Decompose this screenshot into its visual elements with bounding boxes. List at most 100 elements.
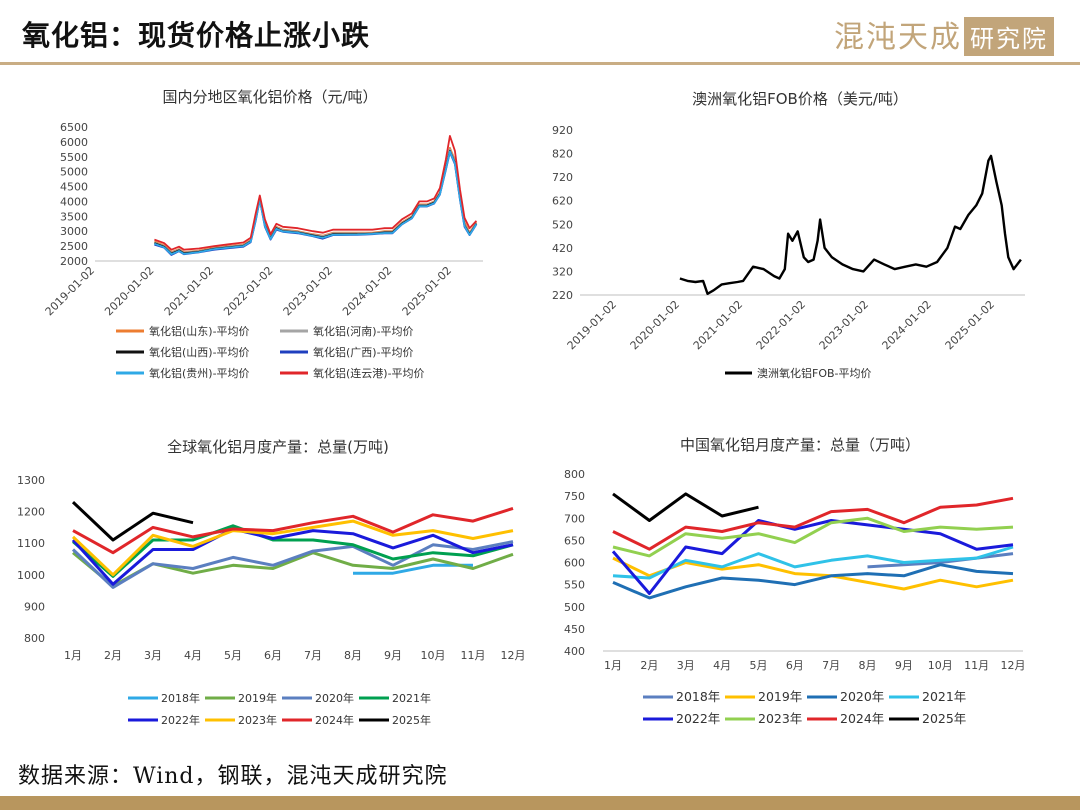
y-tick-label: 1100 [17,537,45,550]
x-tick-label: 5月 [749,659,767,672]
x-tick-label: 2019-01-02 [43,264,97,318]
y-tick-label: 220 [552,289,573,302]
page-title: 氧化铝：现货价格止涨小跌 [22,19,371,52]
legend-label: 2021年 [392,691,431,705]
chart-title: 中国氧化铝月度产量：总量（万吨） [680,436,920,454]
x-tick-label: 3月 [144,649,162,662]
x-tick-label: 8月 [859,659,877,672]
y-tick-label: 4000 [60,195,88,208]
legend-label: 氧化铝(河南)-平均价 [313,324,414,338]
legend-label: 氧化铝(山东)-平均价 [149,324,250,338]
y-tick-label: 6500 [60,121,88,134]
x-tick-label: 11月 [461,649,486,662]
legend-label: 氧化铝(广西)-平均价 [313,345,414,359]
x-tick-label: 5月 [224,649,242,662]
x-tick-label: 2025-01-02 [400,264,454,318]
series-line [612,563,1014,600]
chart-title: 澳洲氧化铝FOB价格（美元/吨） [692,90,908,108]
chart-1: 澳洲氧化铝FOB价格（美元/吨） 220 320 420 520 620 720 820 920… [552,90,1025,352]
legend-label: 2018年 [676,689,720,704]
x-tick-label: 8月 [344,649,362,662]
x-tick-label: 6月 [786,659,804,672]
y-tick-label: 1000 [17,569,45,582]
y-tick-label: 450 [564,623,585,636]
logo-box: 研究院 [964,17,1054,56]
x-tick-label: 2021-01-02 [162,264,216,318]
series-line [72,524,514,578]
x-tick-label: 2025-01-02 [943,298,997,352]
y-tick-label: 3500 [60,210,88,223]
footer-bar [0,796,1080,810]
y-tick-label: 6000 [60,136,88,149]
legend-label: 2021年 [922,689,966,704]
y-tick-label: 5500 [60,151,88,164]
x-tick-label: 12月 [501,649,526,662]
y-tick-label: 820 [552,148,573,161]
x-tick-label: 2月 [104,649,122,662]
y-tick-label: 5000 [60,166,88,179]
x-tick-label: 4月 [713,659,731,672]
y-tick-label: 500 [564,601,585,614]
series-line [611,519,1014,595]
series-line [154,150,478,256]
legend-label: 2018年 [161,691,200,705]
legend-label: 2019年 [238,691,277,705]
y-tick-label: 700 [564,512,585,525]
series-line [867,552,1014,569]
y-tick-label: 400 [564,645,585,658]
x-tick-label: 2023-01-02 [281,264,335,318]
legend-label: 2020年 [840,689,884,704]
series-line [72,506,514,555]
series-line [154,149,478,255]
y-tick-label: 800 [564,468,585,481]
x-tick-label: 9月 [895,659,913,672]
series-line [71,519,514,577]
x-tick-label: 2022-01-02 [754,298,808,352]
x-tick-label: 2024-01-02 [880,298,934,352]
x-tick-label: 2021-01-02 [691,298,745,352]
series-line [353,563,473,575]
x-tick-label: 7月 [822,659,840,672]
series-line [612,516,1014,558]
x-tick-label: 4月 [184,649,202,662]
x-tick-label: 1月 [604,659,622,672]
legend-label: 2019年 [758,689,802,704]
chart-title: 国内分地区氧化铝价格（元/吨） [162,88,377,106]
legend-label: 2025年 [922,711,966,726]
x-tick-label: 6月 [264,649,282,662]
x-tick-label: 12月 [1001,659,1026,672]
x-tick-label: 2020-01-02 [628,298,682,352]
y-tick-label: 2500 [60,240,88,253]
series-line [71,527,514,586]
series-line [612,496,1014,551]
header-divider [0,62,1080,65]
series-line [71,501,194,542]
series-line [612,492,759,522]
series-line [612,545,1014,580]
brand-logo: 混沌天成 研究院 [834,12,1054,56]
y-tick-label: 1300 [17,474,45,487]
data-source: 数据来源：Wind，钢联，混沌天成研究院 [18,764,448,789]
chart-title: 全球氧化铝月度产量：总量(万吨) [167,438,389,456]
y-tick-label: 3000 [60,225,88,238]
y-tick-label: 800 [24,632,45,645]
y-tick-label: 900 [24,600,45,613]
x-tick-label: 2019-01-02 [565,298,619,352]
legend-label: 2024年 [315,713,354,727]
x-tick-label: 2月 [640,659,658,672]
y-tick-label: 520 [552,218,573,231]
legend-label: 2022年 [161,713,200,727]
chart-2: 全球氧化铝月度产量：总量(万吨) 800 900 1000 1100 1200 1300 1月… [17,438,526,662]
series-line [154,134,478,251]
x-tick-label: 3月 [677,659,695,672]
x-tick-label: 2020-01-02 [102,264,156,318]
x-tick-label: 9月 [384,649,402,662]
y-tick-label: 4500 [60,181,88,194]
legend-label: 氧化铝(贵州)-平均价 [149,366,250,380]
y-tick-label: 550 [564,579,585,592]
y-tick-label: 650 [564,534,585,547]
y-tick-label: 720 [552,171,573,184]
x-tick-label: 10月 [421,649,446,662]
